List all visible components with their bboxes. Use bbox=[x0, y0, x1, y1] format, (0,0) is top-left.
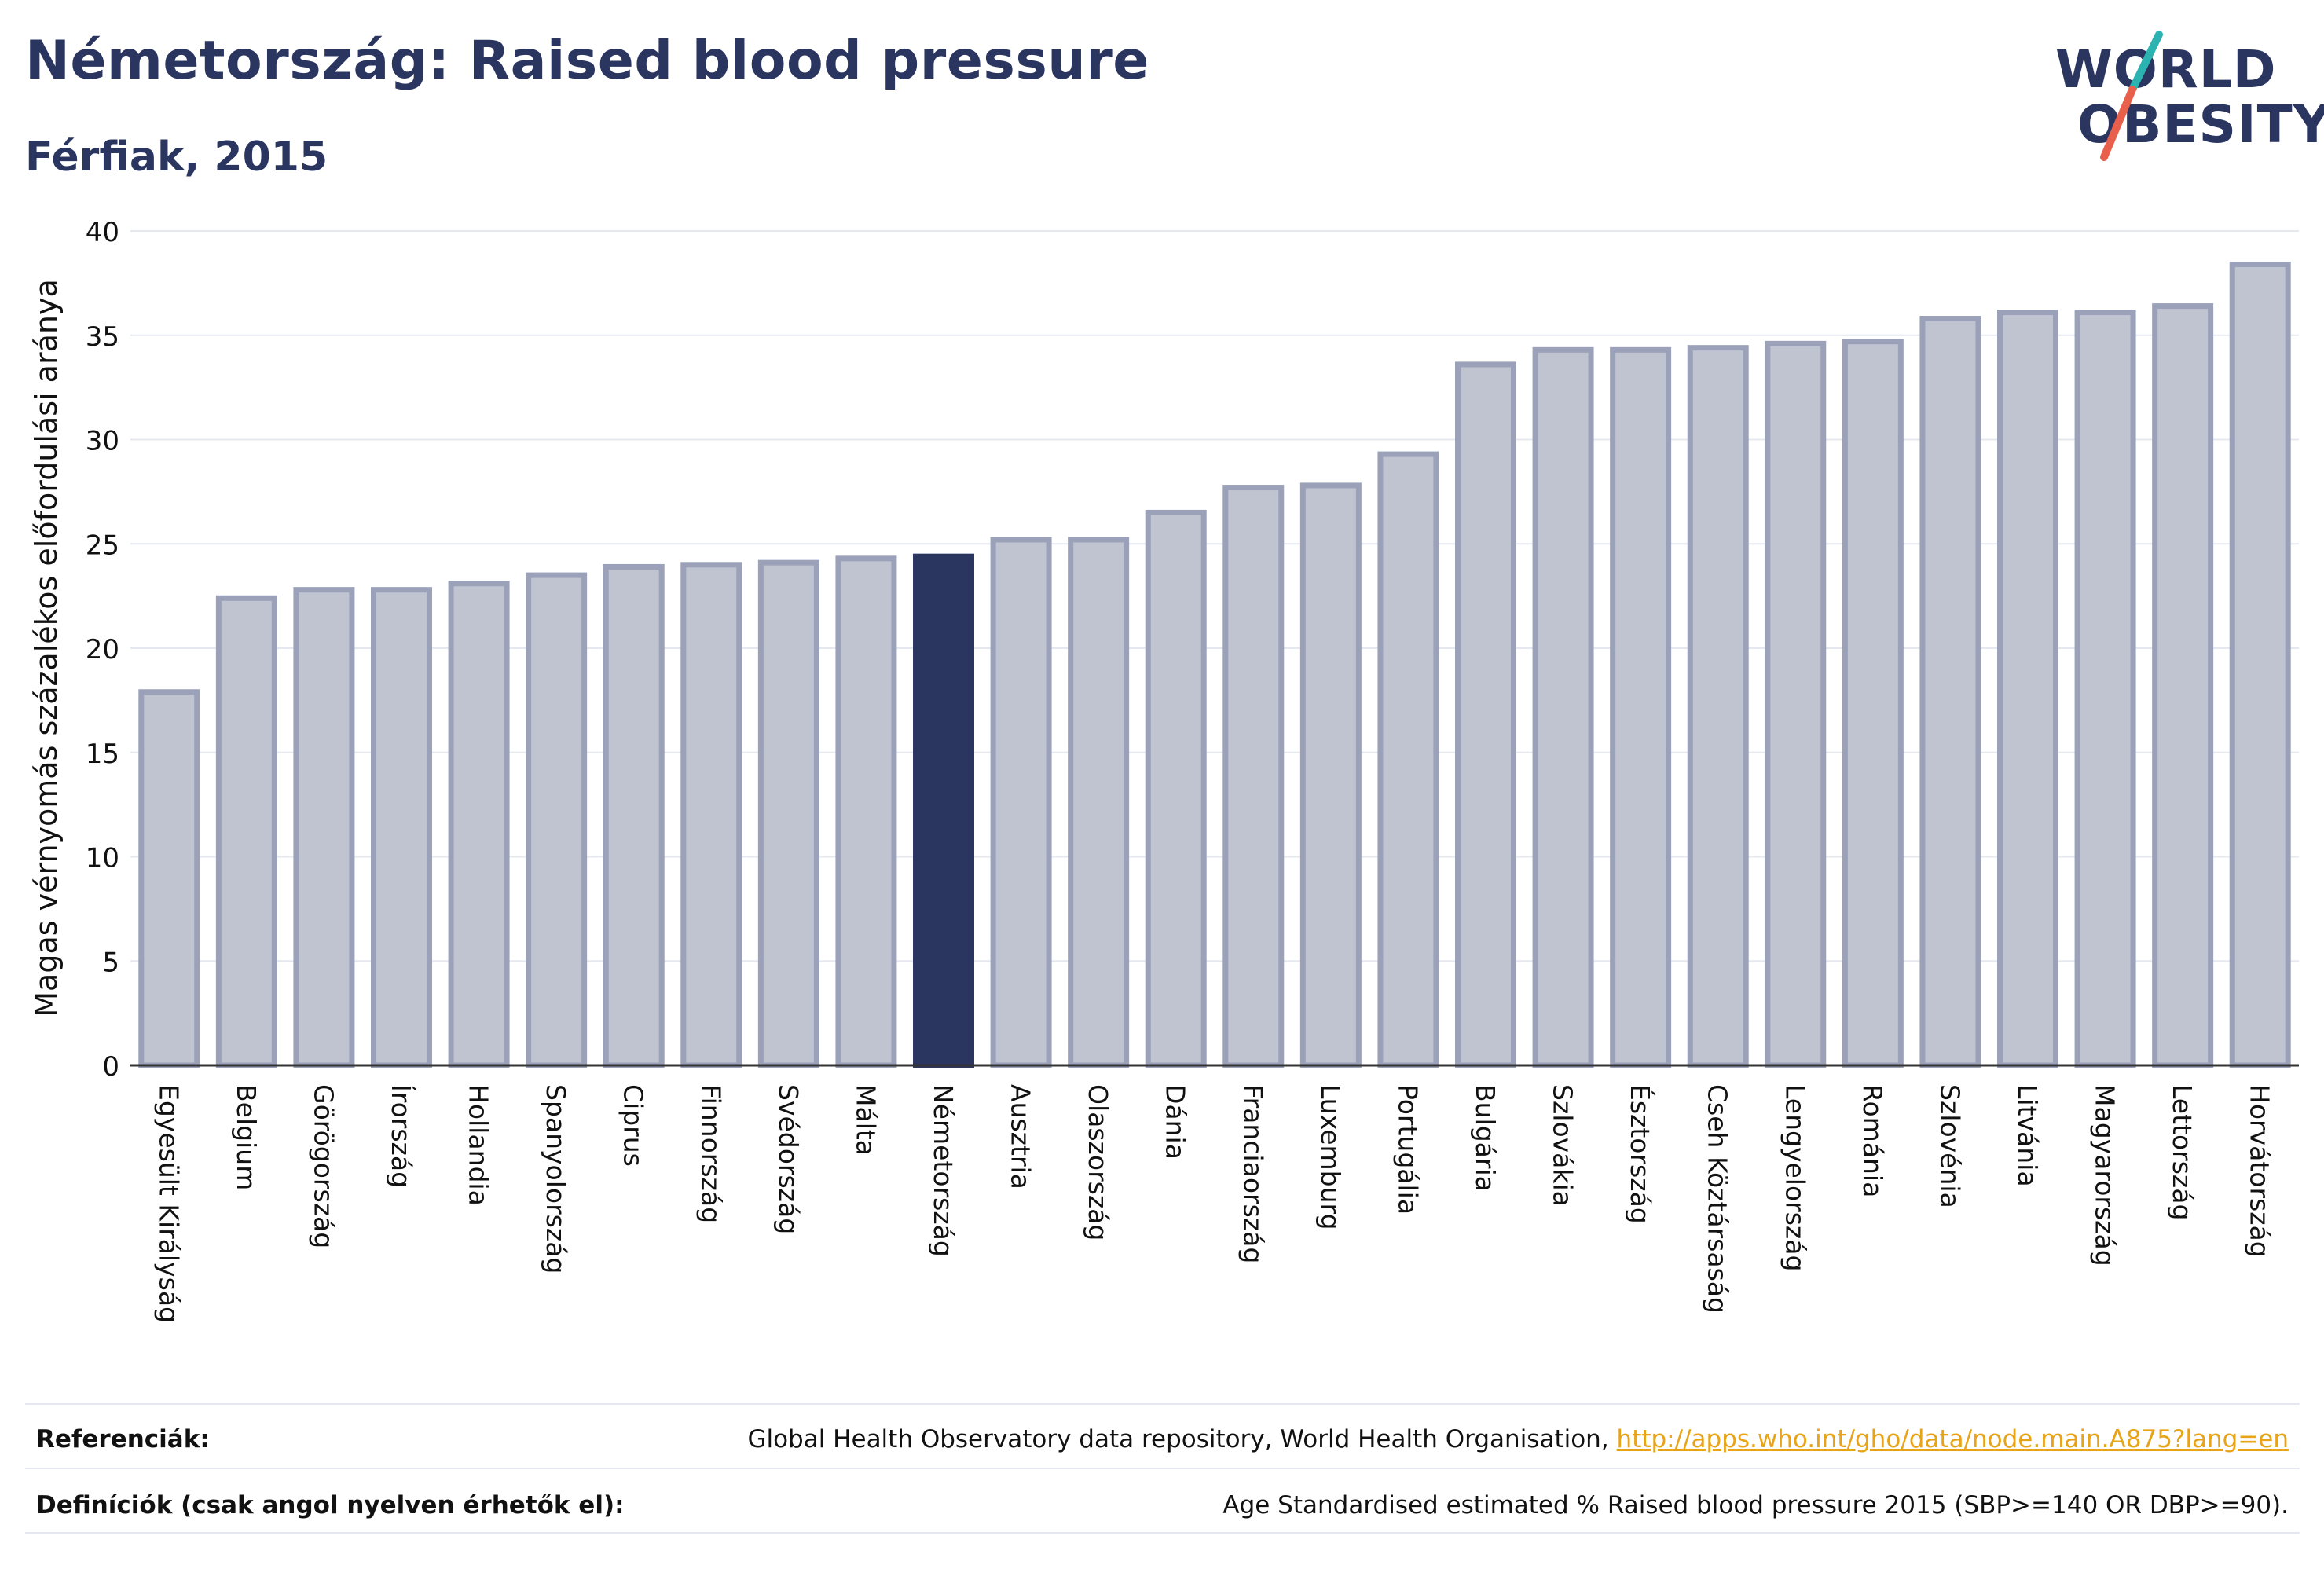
x-tick-label: Olaszország bbox=[1083, 1084, 1113, 1241]
x-tick-label: Svédország bbox=[773, 1084, 804, 1234]
x-tick-label: Spanyolország bbox=[541, 1084, 571, 1274]
x-tick-label: Szlovénia bbox=[1934, 1084, 1965, 1208]
y-tick-label: 25 bbox=[86, 530, 119, 561]
x-tick-label: Lettország bbox=[2167, 1084, 2198, 1220]
bar-chart: 0 5 10 15 20 25 30 35 40 Egyesült Királyság Belgi… bbox=[29, 217, 2299, 1323]
definitions-value: Age Standardised estimated % Raised bloo… bbox=[1222, 1491, 2289, 1519]
x-tick-label: Litvánia bbox=[2012, 1084, 2043, 1187]
bar bbox=[1610, 346, 1672, 1068]
bar bbox=[835, 555, 897, 1068]
x-tick-label: Ausztria bbox=[1006, 1084, 1036, 1189]
x-tick-label: Finnország bbox=[695, 1084, 726, 1223]
y-tick-labels: 0 5 10 15 20 25 30 35 40 bbox=[86, 217, 119, 1083]
bar bbox=[1765, 340, 1827, 1068]
definitions-label: Definíciók (csak angol nyelven érhetők e… bbox=[36, 1491, 625, 1519]
bar bbox=[215, 595, 277, 1068]
x-tick-label: Észtország bbox=[1625, 1084, 1656, 1224]
footer-divider-middle bbox=[25, 1468, 2300, 1469]
bar bbox=[1068, 537, 1130, 1068]
y-tick-label: 20 bbox=[86, 634, 119, 665]
bar bbox=[1687, 345, 1749, 1068]
x-tick-label: Hollandia bbox=[464, 1084, 494, 1206]
logo-line-1: WORLD bbox=[2055, 39, 2277, 100]
footer-definitions-row: Definíciók (csak angol nyelven érhetők e… bbox=[25, 1472, 2300, 1535]
bar-highlighted bbox=[913, 553, 974, 1068]
x-tick-label: Franciaország bbox=[1237, 1084, 1268, 1263]
x-tick-label: Ciprus bbox=[618, 1084, 649, 1167]
bar bbox=[990, 537, 1052, 1068]
footer-references-row: Referenciák: Global Health Observatory d… bbox=[25, 1406, 2300, 1469]
x-tick-label: Portugália bbox=[1392, 1084, 1423, 1215]
x-tick-label: Görögország bbox=[308, 1084, 339, 1248]
bar bbox=[2074, 310, 2136, 1068]
y-tick-label: 30 bbox=[86, 426, 119, 457]
bar bbox=[2229, 261, 2291, 1068]
bar bbox=[680, 562, 742, 1068]
x-tick-label: Málta bbox=[850, 1084, 881, 1156]
x-tick-label: Horvátország bbox=[2245, 1084, 2275, 1258]
x-tick-label: Szlovákia bbox=[1548, 1084, 1578, 1207]
bar bbox=[371, 587, 432, 1068]
y-tick-label: 5 bbox=[102, 947, 119, 978]
bar bbox=[1222, 485, 1285, 1068]
x-tick-label: Luxemburg bbox=[1315, 1084, 1346, 1230]
x-tick-label: Egyesült Királyság bbox=[153, 1084, 184, 1323]
bars bbox=[138, 261, 2291, 1068]
x-tick-labels: Egyesült Királyság Belgium Görögország Íror… bbox=[153, 1084, 2275, 1323]
x-tick-label: Bulgária bbox=[1470, 1084, 1501, 1192]
bar bbox=[448, 581, 510, 1068]
y-tick-label: 15 bbox=[86, 739, 119, 770]
references-link[interactable]: http://apps.who.int/gho/data/node.main.A… bbox=[1616, 1425, 2289, 1453]
footer-divider-bottom bbox=[25, 1532, 2300, 1534]
x-tick-label: Németország bbox=[928, 1084, 959, 1257]
references-value: Global Health Observatory data repositor… bbox=[747, 1425, 2289, 1453]
y-tick-label: 40 bbox=[86, 217, 119, 248]
bar bbox=[1842, 339, 1904, 1068]
bar bbox=[1919, 316, 1981, 1068]
bar bbox=[1299, 482, 1362, 1068]
bar bbox=[1997, 310, 2058, 1068]
y-tick-label: 0 bbox=[102, 1051, 119, 1083]
chart-title: Németország: Raised blood pressure bbox=[25, 30, 1149, 92]
bar bbox=[1532, 346, 1594, 1068]
x-tick-label: Románia bbox=[1857, 1084, 1888, 1197]
logo-slash-icon bbox=[2100, 31, 2163, 161]
references-text: Global Health Observatory data repositor… bbox=[747, 1425, 1617, 1453]
x-tick-label: Írország bbox=[386, 1084, 417, 1188]
bar bbox=[1145, 509, 1207, 1068]
bar bbox=[293, 587, 355, 1068]
bar bbox=[603, 563, 665, 1068]
world-obesity-logo: WORLD OBESITY bbox=[2043, 24, 2324, 165]
x-tick-label: Magyarország bbox=[2090, 1084, 2121, 1266]
bar bbox=[1455, 361, 1516, 1068]
bar bbox=[138, 689, 200, 1068]
x-tick-label: Cseh Köztársaság bbox=[1703, 1084, 1733, 1314]
x-tick-label: Dánia bbox=[1160, 1084, 1191, 1160]
bar bbox=[1377, 451, 1439, 1068]
y-tick-label: 35 bbox=[86, 321, 119, 353]
bar bbox=[2152, 303, 2214, 1068]
bar bbox=[757, 559, 819, 1068]
x-tick-label: Lengyelország bbox=[1780, 1084, 1810, 1271]
y-axis-label: Magas vérnyomás százalékos előfordulási … bbox=[29, 279, 64, 1017]
x-tick-label: Belgium bbox=[231, 1084, 262, 1190]
references-label: Referenciák: bbox=[36, 1425, 210, 1453]
bar bbox=[526, 572, 588, 1068]
footer-divider-top bbox=[25, 1403, 2300, 1405]
y-tick-label: 10 bbox=[86, 843, 119, 874]
chart-subtitle: Férfiak, 2015 bbox=[25, 134, 328, 181]
